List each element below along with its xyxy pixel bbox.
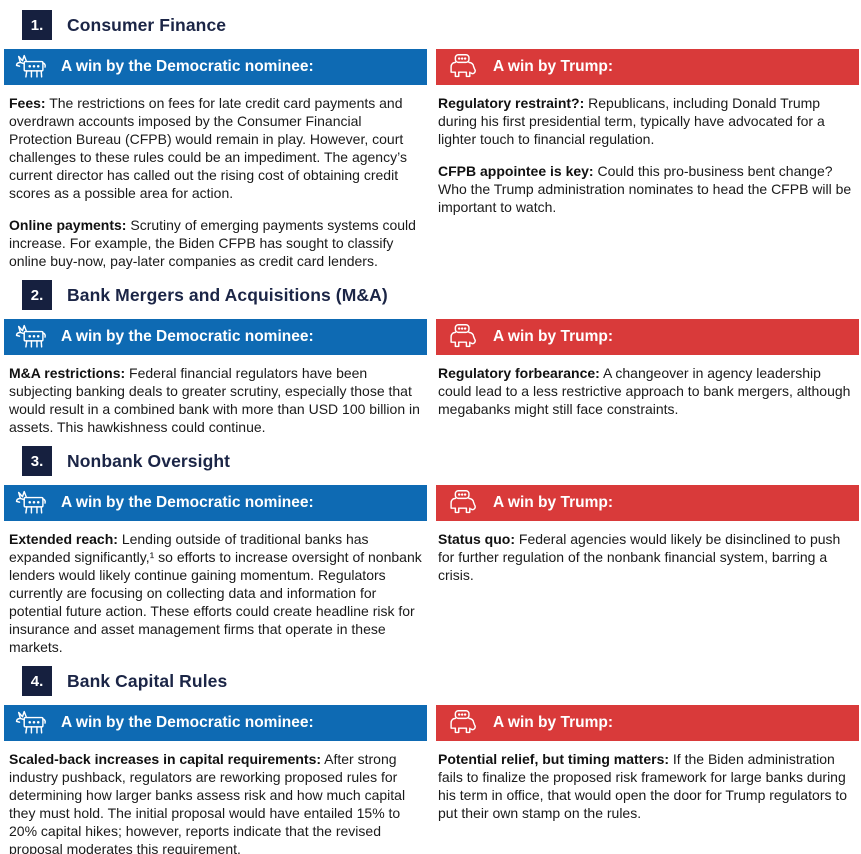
democratic-body: Fees: The restrictions on fees for late … [4, 85, 427, 270]
comparison-columns: A win by the Democratic nominee: Extende… [4, 485, 859, 656]
policy-paragraph: Extended reach: Lending outside of tradi… [9, 530, 425, 656]
comparison-columns: A win by the Democratic nominee: Scaled-… [4, 705, 859, 854]
paragraph-text: Republicans, including Donald Trump duri… [438, 95, 825, 147]
section-title: Bank Mergers and Acquisitions (M&A) [67, 284, 388, 305]
paragraph-lead: Fees: [9, 95, 46, 111]
policy-paragraph: Scaled-back increases in capital require… [9, 750, 425, 854]
democratic-column: A win by the Democratic nominee: M&A res… [4, 319, 427, 436]
policy-paragraph: Regulatory restraint?: Republicans, incl… [438, 94, 857, 148]
trump-header-bar: A win by Trump: [436, 485, 859, 521]
paragraph-lead: Status quo: [438, 531, 515, 547]
paragraph-text: Lending outside of traditional banks has… [9, 531, 422, 655]
trump-body: Potential relief, but timing matters: If… [436, 741, 859, 822]
paragraph-text: If the Biden administration fails to fin… [438, 751, 848, 821]
paragraph-lead: Regulatory restraint?: [438, 95, 585, 111]
section-title: Consumer Finance [67, 14, 227, 35]
section-number: 1. [30, 16, 44, 34]
paragraph-lead: Potential relief, but timing matters: [438, 751, 670, 767]
democratic-column: A win by the Democratic nominee: Fees: T… [4, 49, 427, 270]
section-number-badge: 1. [22, 10, 52, 40]
democratic-header-label: A win by the Democratic nominee: [61, 494, 314, 511]
trump-column: A win by Trump: Potential relief, but ti… [436, 705, 859, 854]
trump-column: A win by Trump: Status quo: Federal agen… [436, 485, 859, 656]
policy-section: 3. Nonbank Oversight [4, 446, 859, 656]
democrat-donkey-icon [14, 709, 48, 738]
paragraph-lead: M&A restrictions: [9, 365, 126, 381]
comparison-columns: A win by the Democratic nominee: M&A res… [4, 319, 859, 436]
section-header: 1. Consumer Finance [22, 10, 859, 40]
democratic-header-label: A win by the Democratic nominee: [61, 58, 314, 75]
democrat-donkey-icon [14, 489, 48, 518]
paragraph-lead: Scaled-back increases in capital require… [9, 751, 322, 767]
section-number: 4. [30, 672, 44, 690]
democratic-header-bar: A win by the Democratic nominee: [4, 319, 427, 355]
comparison-columns: A win by the Democratic nominee: Fees: T… [4, 49, 859, 270]
republican-elephant-icon [446, 323, 480, 352]
policy-paragraph: M&A restrictions: Federal financial regu… [9, 364, 425, 436]
paragraph-text: The restrictions on fees for late credit… [9, 95, 407, 201]
paragraph-text: Federal financial regulators have been s… [9, 365, 420, 435]
paragraph-lead: Extended reach: [9, 531, 118, 547]
trump-header-label: A win by Trump: [493, 328, 613, 345]
section-header: 3. Nonbank Oversight [22, 446, 859, 476]
section-number-badge: 2. [22, 280, 52, 310]
trump-header-bar: A win by Trump: [436, 49, 859, 85]
democratic-header-label: A win by the Democratic nominee: [61, 328, 314, 345]
section-number: 2. [30, 286, 44, 304]
paragraph-text: Could this pro-business bent change? Who… [438, 163, 852, 215]
democrat-donkey-icon [14, 53, 48, 82]
section-header: 2. Bank Mergers and Acquisitions (M&A) [22, 280, 859, 310]
democratic-header-bar: A win by the Democratic nominee: [4, 485, 427, 521]
sections: 1. Consumer Finance [4, 10, 859, 854]
democratic-header-bar: A win by the Democratic nominee: [4, 49, 427, 85]
democratic-header-label: A win by the Democratic nominee: [61, 714, 314, 731]
trump-header-bar: A win by Trump: [436, 319, 859, 355]
paragraph-text: Scrutiny of emerging payments systems co… [9, 217, 416, 269]
republican-elephant-icon [446, 709, 480, 738]
trump-column: A win by Trump: Regulatory restraint?: R… [436, 49, 859, 270]
paragraph-text: Federal agencies would likely be disincl… [438, 531, 841, 583]
policy-paragraph: Online payments: Scrutiny of emerging pa… [9, 216, 425, 270]
section-title: Bank Capital Rules [67, 670, 228, 691]
policy-paragraph: Fees: The restrictions on fees for late … [9, 94, 425, 202]
trump-body: Status quo: Federal agencies would likel… [436, 521, 859, 584]
section-title: Nonbank Oversight [67, 450, 231, 471]
trump-column: A win by Trump: Regulatory forbearance: … [436, 319, 859, 436]
trump-header-bar: A win by Trump: [436, 705, 859, 741]
trump-header-label: A win by Trump: [493, 494, 613, 511]
paragraph-lead: Regulatory forbearance: [438, 365, 600, 381]
paragraph-lead: CFPB appointee is key: [438, 163, 594, 179]
paragraph-text: After strong industry pushback, regulato… [9, 751, 406, 854]
section-number-badge: 3. [22, 446, 52, 476]
democratic-body: Extended reach: Lending outside of tradi… [4, 521, 427, 656]
trump-header-label: A win by Trump: [493, 58, 613, 75]
republican-elephant-icon [446, 53, 480, 82]
policy-section: 2. Bank Mergers and Acquisitions (M&A) [4, 280, 859, 436]
democratic-body: Scaled-back increases in capital require… [4, 741, 427, 854]
democratic-header-bar: A win by the Democratic nominee: [4, 705, 427, 741]
democratic-column: A win by the Democratic nominee: Scaled-… [4, 705, 427, 854]
section-number-badge: 4. [22, 666, 52, 696]
policy-section: 1. Consumer Finance [4, 10, 859, 270]
policy-paragraph: CFPB appointee is key: Could this pro-bu… [438, 162, 857, 216]
policy-section: 4. Bank Capital Rules [4, 666, 859, 854]
trump-body: Regulatory forbearance: A changeover in … [436, 355, 859, 418]
policy-paragraph: Status quo: Federal agencies would likel… [438, 530, 857, 584]
section-number: 3. [30, 452, 44, 470]
democratic-body: M&A restrictions: Federal financial regu… [4, 355, 427, 436]
trump-body: Regulatory restraint?: Republicans, incl… [436, 85, 859, 216]
paragraph-text: A changeover in agency leadership could … [438, 365, 851, 417]
trump-header-label: A win by Trump: [493, 714, 613, 731]
policy-paragraph: Regulatory forbearance: A changeover in … [438, 364, 857, 418]
policy-paragraph: Potential relief, but timing matters: If… [438, 750, 857, 822]
section-header: 4. Bank Capital Rules [22, 666, 859, 696]
paragraph-lead: Online payments: [9, 217, 127, 233]
republican-elephant-icon [446, 489, 480, 518]
democrat-donkey-icon [14, 323, 48, 352]
democratic-column: A win by the Democratic nominee: Extende… [4, 485, 427, 656]
